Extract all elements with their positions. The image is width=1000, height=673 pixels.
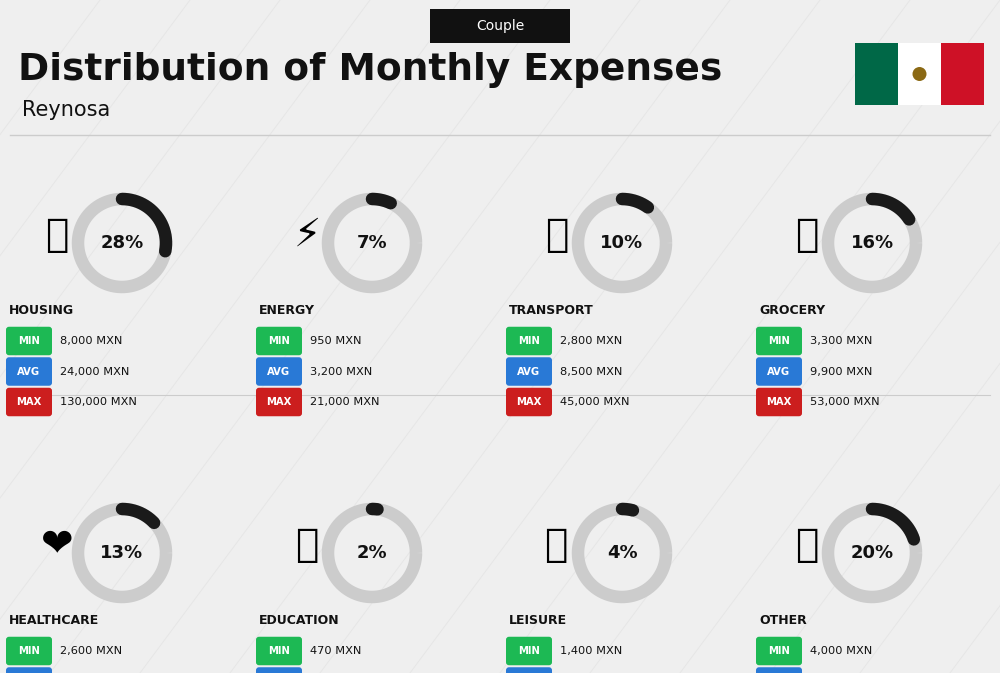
Text: 24,000 MXN: 24,000 MXN xyxy=(60,367,129,376)
FancyBboxPatch shape xyxy=(256,388,302,416)
Text: MIN: MIN xyxy=(18,336,40,346)
Text: OTHER: OTHER xyxy=(759,614,807,627)
Text: ❤️: ❤️ xyxy=(41,526,73,564)
Circle shape xyxy=(912,67,926,81)
Text: Reynosa: Reynosa xyxy=(22,100,110,120)
FancyBboxPatch shape xyxy=(506,637,552,665)
FancyBboxPatch shape xyxy=(6,667,52,673)
Text: MAX: MAX xyxy=(16,397,42,407)
Text: 470 MXN: 470 MXN xyxy=(310,646,361,656)
Text: 28%: 28% xyxy=(100,234,144,252)
Text: AVG: AVG xyxy=(517,367,541,376)
Text: ⚡: ⚡ xyxy=(293,216,321,254)
FancyBboxPatch shape xyxy=(506,667,552,673)
Text: MIN: MIN xyxy=(518,336,540,346)
FancyBboxPatch shape xyxy=(506,327,552,355)
Text: MAX: MAX xyxy=(516,397,542,407)
Text: MAX: MAX xyxy=(266,397,292,407)
Text: 2%: 2% xyxy=(357,544,387,562)
FancyBboxPatch shape xyxy=(756,637,802,665)
Text: HEALTHCARE: HEALTHCARE xyxy=(9,614,99,627)
Text: Distribution of Monthly Expenses: Distribution of Monthly Expenses xyxy=(18,52,722,88)
Text: 8,000 MXN: 8,000 MXN xyxy=(60,336,122,346)
FancyBboxPatch shape xyxy=(756,327,802,355)
FancyBboxPatch shape xyxy=(256,667,302,673)
Text: AVG: AVG xyxy=(17,367,41,376)
Text: MIN: MIN xyxy=(18,646,40,656)
Text: 💰: 💰 xyxy=(795,526,819,564)
Text: 2,800 MXN: 2,800 MXN xyxy=(560,336,622,346)
FancyBboxPatch shape xyxy=(506,357,552,386)
FancyBboxPatch shape xyxy=(898,43,941,105)
Text: 🚌: 🚌 xyxy=(545,216,569,254)
Text: 3,300 MXN: 3,300 MXN xyxy=(810,336,872,346)
Text: 🏢: 🏢 xyxy=(45,216,69,254)
Text: 4,000 MXN: 4,000 MXN xyxy=(810,646,872,656)
FancyBboxPatch shape xyxy=(6,388,52,416)
Text: 130,000 MXN: 130,000 MXN xyxy=(60,397,137,407)
Text: AVG: AVG xyxy=(267,367,291,376)
FancyBboxPatch shape xyxy=(941,43,984,105)
Text: AVG: AVG xyxy=(767,367,791,376)
Text: LEISURE: LEISURE xyxy=(509,614,567,627)
Text: 4%: 4% xyxy=(607,544,637,562)
Text: 21,000 MXN: 21,000 MXN xyxy=(310,397,379,407)
Text: 8,500 MXN: 8,500 MXN xyxy=(560,367,622,376)
Text: 3,200 MXN: 3,200 MXN xyxy=(310,367,372,376)
Text: Couple: Couple xyxy=(476,19,524,33)
FancyBboxPatch shape xyxy=(506,388,552,416)
Text: MIN: MIN xyxy=(768,336,790,346)
Text: 1,400 MXN: 1,400 MXN xyxy=(560,646,622,656)
Text: MIN: MIN xyxy=(268,646,290,656)
Text: 7%: 7% xyxy=(357,234,387,252)
Text: HOUSING: HOUSING xyxy=(9,304,74,316)
FancyBboxPatch shape xyxy=(6,637,52,665)
FancyBboxPatch shape xyxy=(756,667,802,673)
Text: 🛒: 🛒 xyxy=(795,216,819,254)
FancyBboxPatch shape xyxy=(6,357,52,386)
Text: 13%: 13% xyxy=(100,544,144,562)
Text: EDUCATION: EDUCATION xyxy=(259,614,340,627)
Text: 20%: 20% xyxy=(850,544,894,562)
Text: 10%: 10% xyxy=(600,234,644,252)
Text: GROCERY: GROCERY xyxy=(759,304,825,316)
Text: MAX: MAX xyxy=(766,397,792,407)
Text: 2,600 MXN: 2,600 MXN xyxy=(60,646,122,656)
Text: ENERGY: ENERGY xyxy=(259,304,315,316)
Text: MIN: MIN xyxy=(768,646,790,656)
FancyBboxPatch shape xyxy=(430,9,570,43)
Text: 9,900 MXN: 9,900 MXN xyxy=(810,367,872,376)
Text: 950 MXN: 950 MXN xyxy=(310,336,361,346)
FancyBboxPatch shape xyxy=(855,43,898,105)
FancyBboxPatch shape xyxy=(756,357,802,386)
Text: 🎓: 🎓 xyxy=(295,526,319,564)
Text: 45,000 MXN: 45,000 MXN xyxy=(560,397,630,407)
Text: MIN: MIN xyxy=(268,336,290,346)
Text: 53,000 MXN: 53,000 MXN xyxy=(810,397,880,407)
FancyBboxPatch shape xyxy=(756,388,802,416)
Text: 16%: 16% xyxy=(850,234,894,252)
FancyBboxPatch shape xyxy=(6,327,52,355)
FancyBboxPatch shape xyxy=(256,327,302,355)
FancyBboxPatch shape xyxy=(256,357,302,386)
Text: TRANSPORT: TRANSPORT xyxy=(509,304,594,316)
Text: MIN: MIN xyxy=(518,646,540,656)
Text: 🛍️: 🛍️ xyxy=(545,526,569,564)
FancyBboxPatch shape xyxy=(256,637,302,665)
